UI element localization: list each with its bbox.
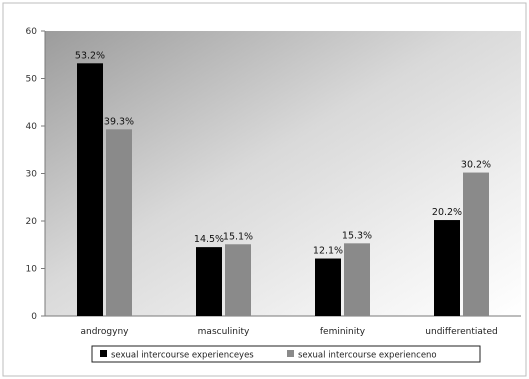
bar-masculinity-no (225, 244, 251, 316)
y-tick-label: 30 (26, 170, 38, 180)
bar-undifferentiated-no (463, 172, 489, 316)
y-tick-label: 50 (26, 75, 38, 85)
data-label: 20.2% (432, 207, 462, 218)
y-tick-label: 10 (26, 265, 38, 275)
category-label-group: androgyny masculinity femininity undifferen… (80, 327, 497, 337)
bar-androgyny-yes (77, 63, 103, 316)
bar-undifferentiated-yes (434, 220, 460, 316)
legend-entry: sexual intercourse experienceyes (111, 351, 254, 361)
bar-femininity-yes (315, 258, 341, 316)
y-tick-label: 20 (26, 217, 38, 227)
category-label: undifferentiated (425, 327, 497, 337)
legend-box (91, 345, 481, 363)
bar-femininity-no (344, 243, 370, 316)
y-tick-label: 60 (26, 27, 38, 37)
data-label: 12.1% (313, 246, 343, 257)
category-label: androgyny (80, 327, 129, 337)
y-axis-ticks: 0 10 20 30 40 50 60 (26, 27, 45, 322)
legend: sexual intercourse experienceyes sexual i… (91, 345, 481, 363)
data-label: 15.3% (342, 230, 372, 241)
data-label: 15.1% (223, 231, 253, 242)
y-tick-label: 40 (26, 122, 38, 132)
bar-androgyny-no (106, 129, 132, 316)
data-label-group: 53.2% 39.3% 14.5%15.1% 12.1% 15.3% 20.2% 30.2% (75, 50, 491, 256)
category-label: femininity (320, 327, 366, 337)
data-label: 39.3% (104, 116, 134, 127)
data-label: 53.2% (75, 50, 105, 61)
legend-swatch (287, 350, 294, 357)
category-label: masculinity (198, 327, 250, 337)
legend-swatch (100, 350, 107, 357)
legend-entry: sexual intercourse experienceno (298, 351, 437, 361)
data-label: 30.2% (461, 160, 491, 171)
bar-group (77, 63, 489, 316)
y-tick-label: 0 (31, 312, 37, 322)
data-label: 14.5% (194, 234, 224, 245)
bar-masculinity-yes (196, 247, 222, 316)
